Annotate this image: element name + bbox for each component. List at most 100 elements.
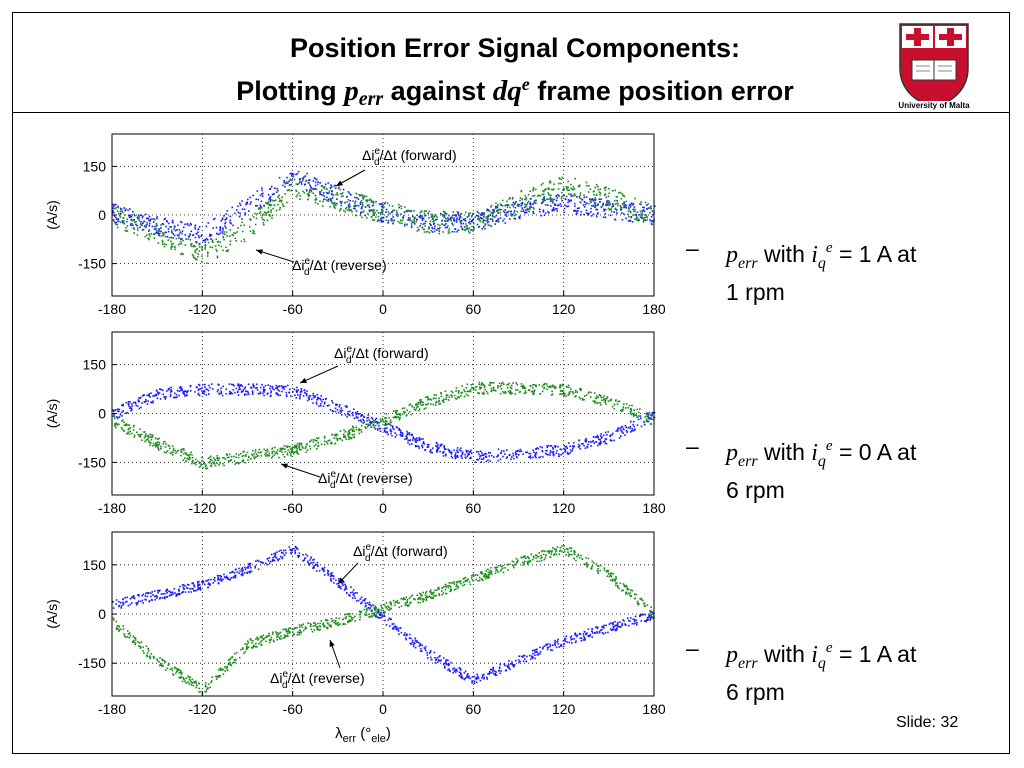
data-point — [454, 671, 457, 673]
data-point — [372, 209, 375, 211]
data-point — [436, 218, 438, 220]
data-point — [637, 218, 640, 221]
data-point — [135, 603, 138, 606]
data-point — [438, 232, 441, 235]
data-point — [463, 389, 465, 391]
data-point — [339, 404, 341, 406]
data-point — [169, 395, 172, 398]
data-point — [604, 398, 606, 400]
data-point — [429, 222, 431, 225]
data-point — [556, 449, 558, 452]
data-point — [279, 394, 281, 397]
data-point — [179, 242, 181, 245]
data-point — [614, 629, 617, 632]
data-point — [567, 189, 569, 192]
data-point — [120, 607, 122, 609]
data-point — [379, 418, 382, 421]
data-point — [413, 406, 415, 409]
data-point — [538, 208, 541, 211]
data-point — [616, 628, 618, 630]
data-point — [619, 205, 622, 207]
data-point — [271, 447, 274, 449]
data-point — [268, 634, 271, 637]
data-point — [138, 397, 140, 399]
data-point — [597, 396, 599, 398]
data-point — [518, 203, 520, 206]
data-point — [644, 620, 647, 622]
data-point — [364, 605, 367, 608]
data-point — [519, 199, 521, 202]
data-point — [352, 200, 354, 202]
data-point — [241, 218, 243, 220]
data-point — [280, 199, 283, 202]
data-point — [352, 428, 354, 431]
data-point — [115, 620, 118, 623]
data-point — [535, 456, 537, 459]
data-point — [243, 238, 245, 241]
data-point — [495, 220, 497, 222]
data-point — [486, 678, 488, 680]
data-point — [347, 413, 349, 415]
data-point — [457, 392, 460, 394]
data-point — [194, 257, 197, 259]
data-point — [270, 638, 272, 641]
data-point — [268, 204, 271, 206]
data-point — [445, 660, 447, 662]
data-point — [386, 420, 388, 423]
data-point — [173, 392, 176, 395]
data-point — [154, 590, 156, 592]
data-point — [428, 590, 431, 593]
data-point — [526, 208, 529, 211]
data-point — [602, 440, 605, 443]
data-point — [509, 668, 511, 671]
data-point — [136, 224, 138, 227]
data-point — [266, 202, 268, 205]
data-point — [145, 226, 147, 229]
data-point — [645, 620, 648, 623]
data-point — [399, 433, 401, 436]
data-point — [365, 427, 367, 429]
data-point — [262, 634, 265, 637]
data-point — [554, 204, 556, 206]
data-point — [508, 663, 510, 666]
data-point — [129, 427, 132, 429]
data-point — [427, 398, 430, 400]
data-point — [496, 209, 499, 211]
data-point — [359, 618, 361, 621]
data-point — [243, 208, 246, 211]
data-point — [360, 415, 362, 417]
data-point — [370, 416, 373, 419]
data-point — [611, 203, 614, 205]
data-point — [252, 229, 254, 232]
data-point — [170, 391, 172, 393]
data-point — [223, 457, 225, 459]
data-point — [155, 227, 157, 230]
data-point — [408, 411, 411, 413]
data-point — [446, 220, 449, 222]
data-point — [594, 401, 596, 403]
data-point — [219, 226, 221, 228]
data-point — [126, 433, 128, 435]
data-point — [230, 571, 233, 574]
data-point — [344, 583, 346, 586]
data-point — [158, 437, 160, 440]
data-point — [630, 413, 633, 416]
data-point — [355, 413, 357, 416]
data-point — [228, 390, 231, 393]
data-point — [302, 560, 304, 562]
data-point — [302, 553, 304, 556]
data-point — [644, 201, 647, 204]
data-point — [194, 589, 197, 592]
data-point — [323, 185, 326, 188]
data-point — [229, 572, 231, 574]
data-point — [193, 245, 195, 247]
data-point — [417, 401, 420, 404]
data-point — [261, 195, 264, 198]
data-point — [334, 434, 336, 436]
data-point — [131, 596, 133, 599]
data-point — [263, 224, 265, 226]
data-point — [494, 670, 496, 672]
data-point — [467, 454, 470, 456]
data-point — [566, 186, 569, 189]
